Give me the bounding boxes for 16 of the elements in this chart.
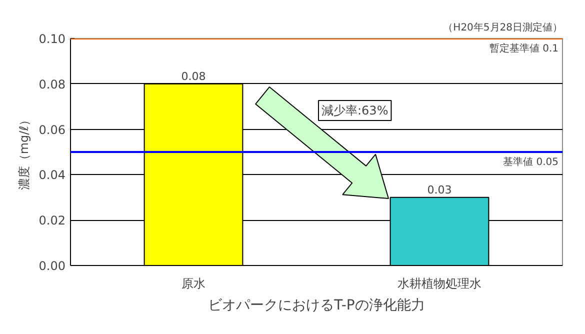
x-tick-label: 水耕植物処理水 — [398, 276, 482, 290]
data-label: 0.08 — [181, 70, 206, 83]
ref-line-label: 基準値 0.05 — [503, 156, 559, 168]
y-tick-label: 0.08 — [38, 77, 66, 92]
y-tick-label: 0.00 — [38, 259, 66, 273]
text: （H20年5月28日測定値） — [443, 22, 563, 34]
ref-line-label: 暫定基準値 0.1 — [489, 42, 559, 54]
y-tick-label: 0.04 — [38, 168, 66, 182]
x-axis-title: ビオパークにおけるT-Pの浄化能力 — [208, 298, 425, 314]
y-axis-title: 濃度（mg/ℓ） — [16, 114, 31, 190]
y-tick-label: 0.06 — [38, 122, 66, 137]
x-tick-label: 原水 — [182, 276, 206, 290]
data-label: 0.03 — [427, 183, 452, 196]
annotation: 減少率:63% — [322, 104, 388, 118]
y-tick-label: 0.10 — [38, 32, 66, 46]
y-tick-label: 0.02 — [38, 214, 66, 228]
